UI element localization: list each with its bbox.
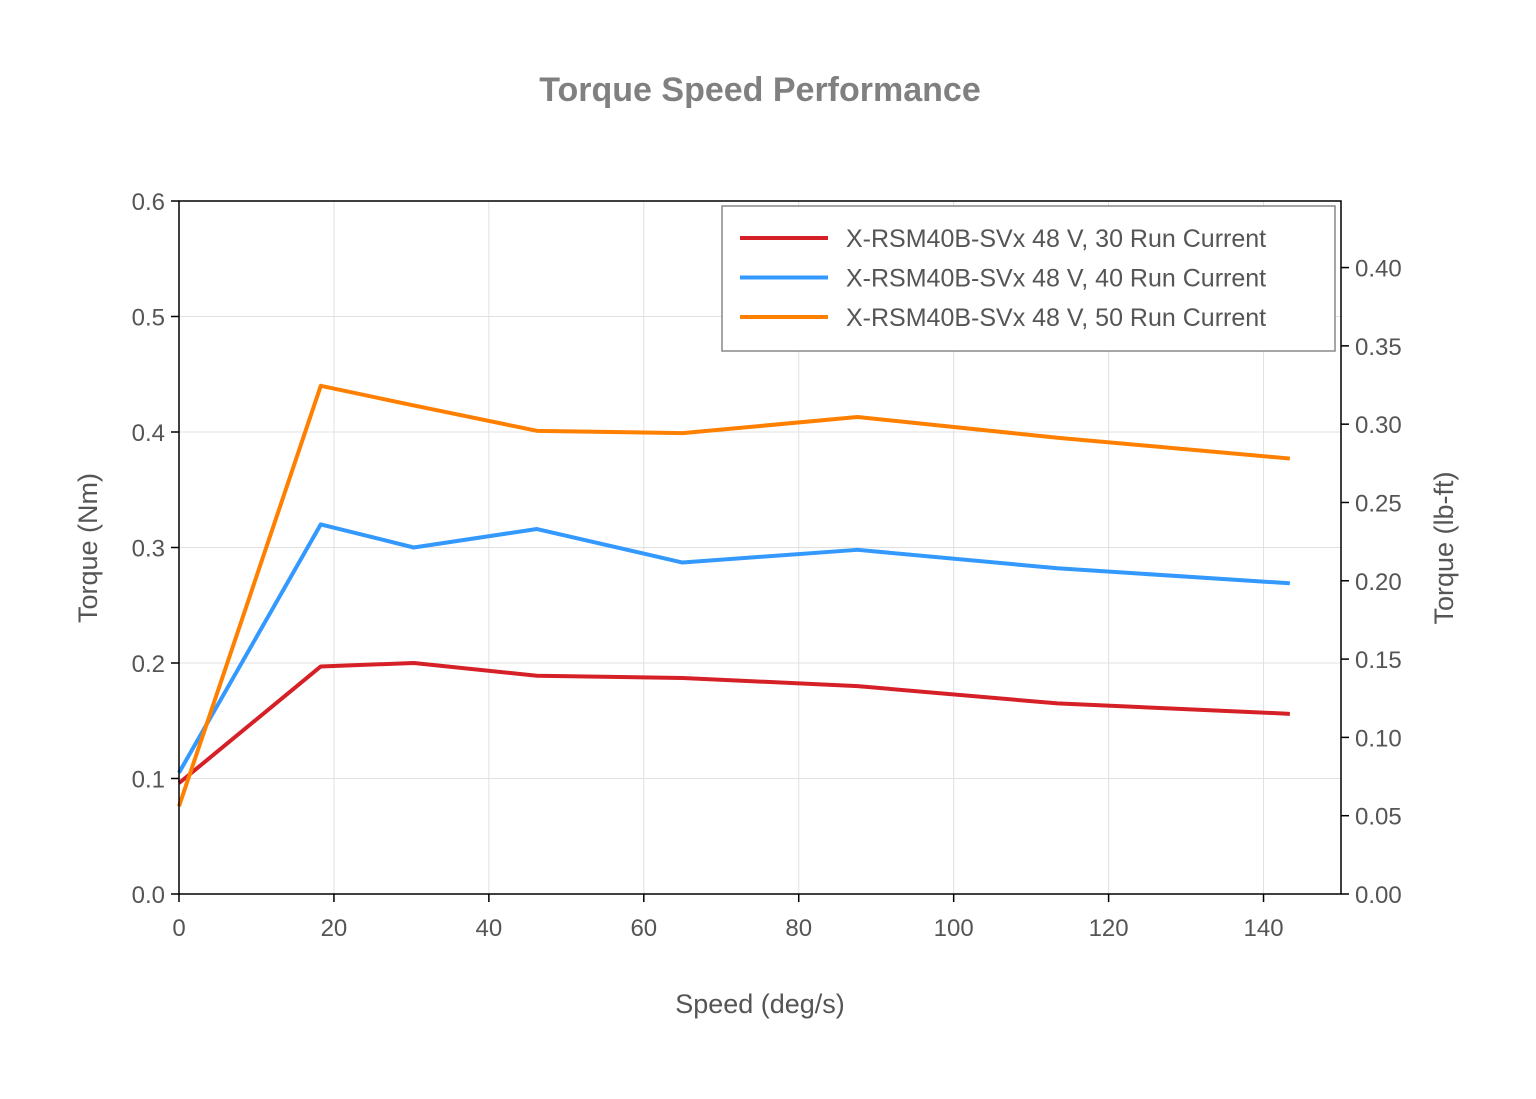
- x-tick-label: 100: [934, 915, 974, 942]
- y2-tick-label: 0.20: [1355, 569, 1402, 596]
- x-tick-label: 120: [1089, 915, 1129, 942]
- y2-tick-label: 0.00: [1355, 882, 1402, 909]
- x-tick-label: 40: [476, 915, 503, 942]
- y-tick-label: 0.6: [132, 189, 165, 216]
- axes: 0 20 40 60 80 100 120 140 0.0 0.1 0.2 0.3 0.4 0.5 0.6 0…: [132, 189, 1402, 942]
- y-tick-label: 0.2: [132, 651, 165, 678]
- series-lines: [177, 383, 1291, 807]
- y2-axis-label: Torque (lb-ft): [1429, 471, 1459, 624]
- y2-tick-label: 0.10: [1355, 725, 1402, 752]
- y-tick-label: 0.0: [132, 882, 165, 909]
- x-tick-label: 140: [1244, 915, 1284, 942]
- x-tick-label: 0: [172, 915, 185, 942]
- x-axis-label: Speed (deg/s): [675, 989, 845, 1019]
- y-axis-label: Torque (Nm): [73, 473, 103, 623]
- series-line-3: [177, 383, 1291, 807]
- legend: X-RSM40B-SVx 48 V, 30 Run Current X-RSM40…: [721, 205, 1336, 352]
- legend-label: X-RSM40B-SVx 48 V, 50 Run Current: [846, 304, 1266, 332]
- y2-tick-label: 0.05: [1355, 804, 1402, 831]
- y-tick-label: 0.3: [132, 536, 165, 563]
- y2-tick-label: 0.30: [1355, 412, 1402, 439]
- x-tick-label: 20: [321, 915, 348, 942]
- y2-tick-label: 0.15: [1355, 647, 1402, 674]
- y2-tick-label: 0.40: [1355, 256, 1402, 283]
- series-line-1: [177, 661, 1290, 785]
- legend-label: X-RSM40B-SVx 48 V, 30 Run Current: [846, 225, 1266, 253]
- y-tick-label: 0.1: [132, 767, 165, 794]
- series-line-2: [177, 522, 1291, 774]
- y-tick-label: 0.4: [132, 420, 165, 447]
- y-tick-label: 0.5: [132, 305, 165, 332]
- legend-label: X-RSM40B-SVx 48 V, 40 Run Current: [846, 265, 1266, 293]
- x-tick-label: 80: [785, 915, 812, 942]
- y2-tick-label: 0.35: [1355, 334, 1402, 361]
- y2-tick-label: 0.25: [1355, 490, 1402, 517]
- x-tick-label: 60: [630, 915, 657, 942]
- chart-title: Torque Speed Performance: [539, 71, 981, 109]
